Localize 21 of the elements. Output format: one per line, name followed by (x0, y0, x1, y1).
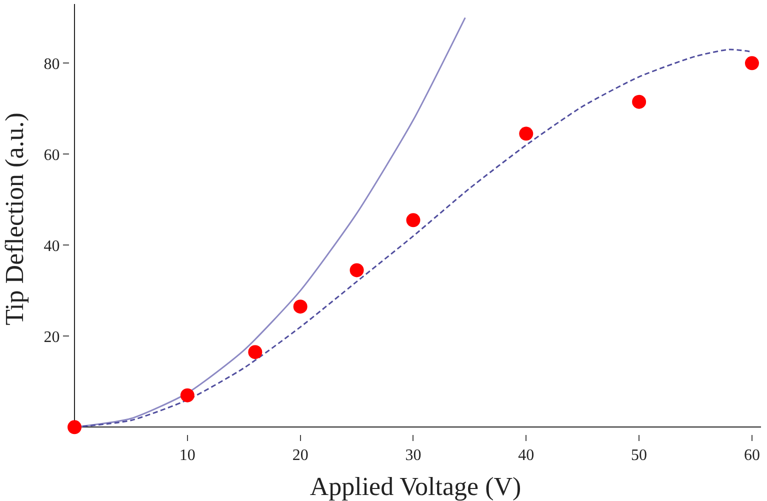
point (180, 388, 194, 402)
point (406, 213, 420, 228)
point (350, 263, 364, 278)
x-tick-label: 20 (292, 447, 308, 464)
point (519, 126, 534, 141)
x-tick-label: 60 (744, 447, 760, 464)
y-tick-label: 20 (44, 328, 60, 346)
point (248, 345, 262, 360)
y-tick-label: 40 (44, 238, 60, 255)
x-tick-label: 50 (631, 447, 648, 464)
y-axis-title: Tip Deflection (a.u.) (0, 112, 29, 326)
point (744, 56, 759, 70)
x-axis-title: Applied Voltage (V) (310, 472, 522, 501)
x-tick-label: 30 (405, 447, 422, 464)
point (293, 300, 308, 314)
y-tick-label: 60 (44, 146, 60, 164)
y-tick-label: 80 (44, 56, 60, 73)
x-tick-label: 10 (179, 447, 196, 464)
point (632, 94, 646, 109)
point (68, 420, 82, 434)
x-tick-label: 40 (518, 447, 534, 464)
